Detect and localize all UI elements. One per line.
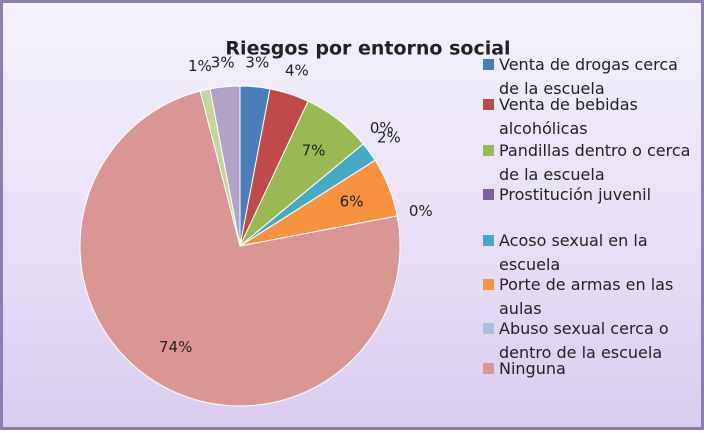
legend-swatch bbox=[483, 99, 494, 110]
legend-item: Ninguna bbox=[481, 357, 703, 381]
data-label: 3% bbox=[245, 53, 269, 71]
legend-swatch bbox=[483, 145, 494, 156]
data-label: 0% bbox=[370, 119, 394, 137]
data-label: 7% bbox=[302, 142, 326, 160]
legend-label: Abuso sexual cerca o dentro de la escuel… bbox=[499, 319, 669, 362]
legend-label: Venta de bebidas alcohólicas bbox=[499, 95, 638, 138]
chart: Riesgos por entorno social 3% 4%7%0%2%6%0… bbox=[79, 38, 511, 407]
data-label: 0% bbox=[409, 202, 433, 220]
legend-swatch bbox=[483, 363, 494, 374]
legend-item: Venta de drogas cerca de la escuela bbox=[481, 53, 703, 101]
legend-label: Porte de armas en las aulas bbox=[499, 275, 674, 318]
legend-swatch bbox=[483, 235, 494, 246]
data-label: 1% bbox=[188, 57, 212, 75]
legend-label: Ninguna bbox=[499, 359, 566, 378]
legend-swatch bbox=[483, 189, 494, 200]
chart-title: Riesgos por entorno social bbox=[225, 38, 510, 60]
legend-label: Pandillas dentro o cerca de la escuela bbox=[499, 141, 691, 184]
legend-swatch bbox=[483, 59, 494, 70]
data-label: 3% bbox=[211, 53, 235, 71]
legend-label: Acoso sexual en la escuela bbox=[499, 231, 648, 274]
pie-slice bbox=[209, 85, 241, 247]
legend-item: Porte de armas en las aulas bbox=[481, 273, 703, 321]
data-label: 4% bbox=[285, 62, 309, 80]
legend-label: Prostitución juvenil bbox=[499, 185, 652, 204]
data-label: 6% bbox=[340, 192, 364, 210]
data-label: 2% bbox=[377, 128, 401, 146]
legend-swatch bbox=[483, 323, 494, 334]
legend-item: Prostitución juvenil bbox=[481, 183, 703, 207]
legend-label: Venta de drogas cerca de la escuela bbox=[499, 55, 678, 98]
legend-item: Venta de bebidas alcohólicas bbox=[481, 93, 703, 141]
legend-item: Abuso sexual cerca o dentro de la escuel… bbox=[481, 317, 703, 365]
data-label: 74% bbox=[159, 338, 192, 356]
legend-swatch bbox=[483, 279, 494, 290]
legend-item: Acoso sexual en la escuela bbox=[481, 229, 703, 277]
pie-slice bbox=[79, 90, 401, 407]
legend-item: Pandillas dentro o cerca de la escuela bbox=[481, 139, 703, 187]
